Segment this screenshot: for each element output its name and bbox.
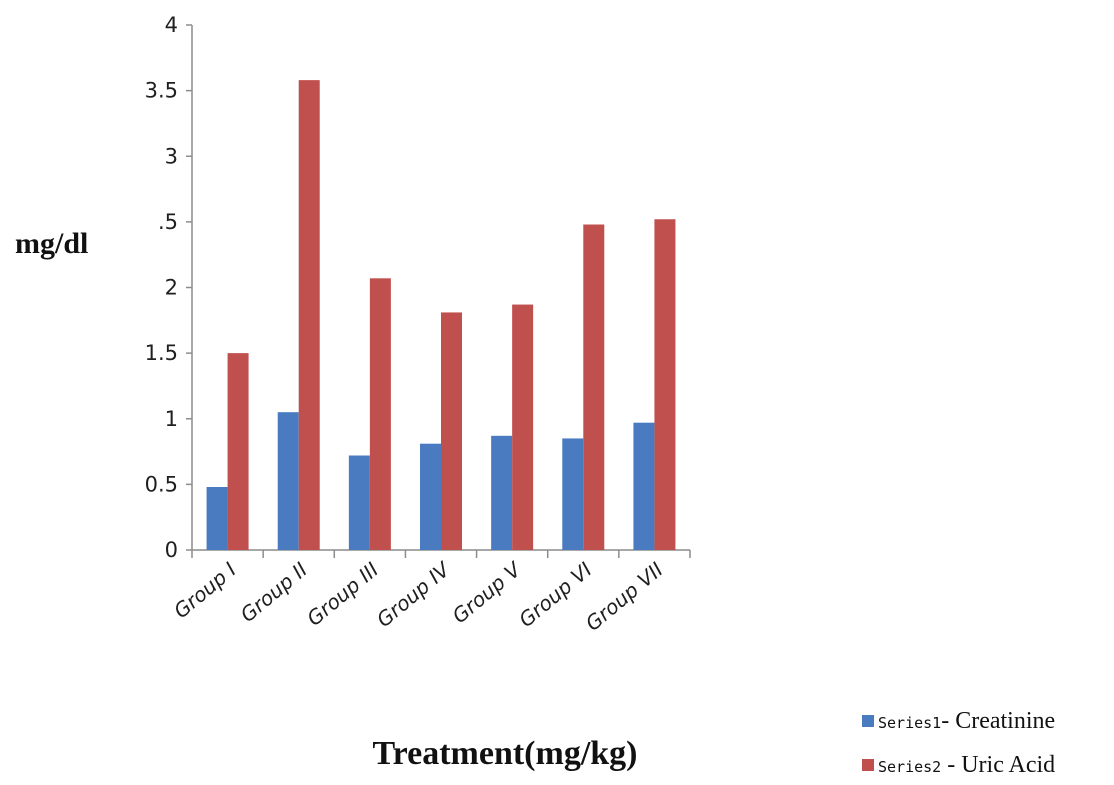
y-tick-labels: 0 0.5 1 1.5 2 .5 3 3.5 4 [145, 13, 178, 562]
x-category-label: Group II [236, 557, 312, 627]
y-tick-label: 0.5 [145, 472, 178, 496]
bar-series1-3 [348, 455, 370, 550]
y-tick-label: 4 [165, 13, 178, 37]
bar-series2-7 [654, 219, 676, 550]
y-tick-label: 1 [165, 407, 178, 431]
bar-series2-4 [441, 312, 462, 550]
bar-series1-1 [206, 487, 228, 550]
bar-series1-2 [277, 412, 299, 550]
x-category-label: Group IV [372, 557, 455, 632]
bar-series1-5 [491, 435, 513, 550]
legend-series1-name: Series1 [878, 714, 942, 732]
x-axis-label: Treatment(mg/kg) [372, 735, 637, 772]
y-tick-label: 0 [165, 538, 178, 562]
bar-series1-7 [633, 422, 655, 550]
bar-series2-2 [298, 80, 320, 550]
y-tick-label: 1.5 [145, 341, 178, 365]
bar-series1-4 [420, 443, 441, 550]
bar-series2-6 [583, 224, 605, 550]
x-category-label: Group III [302, 557, 383, 630]
legend-series2-label: - Uric Acid [941, 752, 1056, 778]
y-tick-label: 3 [165, 144, 178, 168]
legend-item-series1: Series1- Creatinine [862, 708, 1055, 735]
x-category-label: Group V [448, 557, 527, 629]
legend-series2-name: Series2 [878, 758, 942, 776]
chart-axes [186, 24, 691, 558]
bar-series2-5 [512, 304, 534, 550]
y-tick-label: .5 [158, 210, 178, 234]
legend-item-series2: Series2 - Uric Acid [862, 752, 1055, 779]
y-tick-label: 3.5 [145, 79, 178, 103]
x-category-label: Group VII [581, 557, 668, 635]
legend-swatch-series1 [862, 715, 874, 727]
y-axis-label: mg/dl [15, 227, 88, 260]
x-category-label: Group I [169, 557, 241, 623]
legend-swatch-series2 [862, 759, 874, 771]
legend-series1-label: - Creatinine [941, 708, 1056, 734]
bar-series2-1 [227, 353, 249, 550]
bar-series2-3 [369, 278, 391, 550]
y-tick-label: 2 [165, 276, 178, 300]
chart-bars [206, 80, 676, 550]
bar-series1-6 [562, 438, 584, 550]
